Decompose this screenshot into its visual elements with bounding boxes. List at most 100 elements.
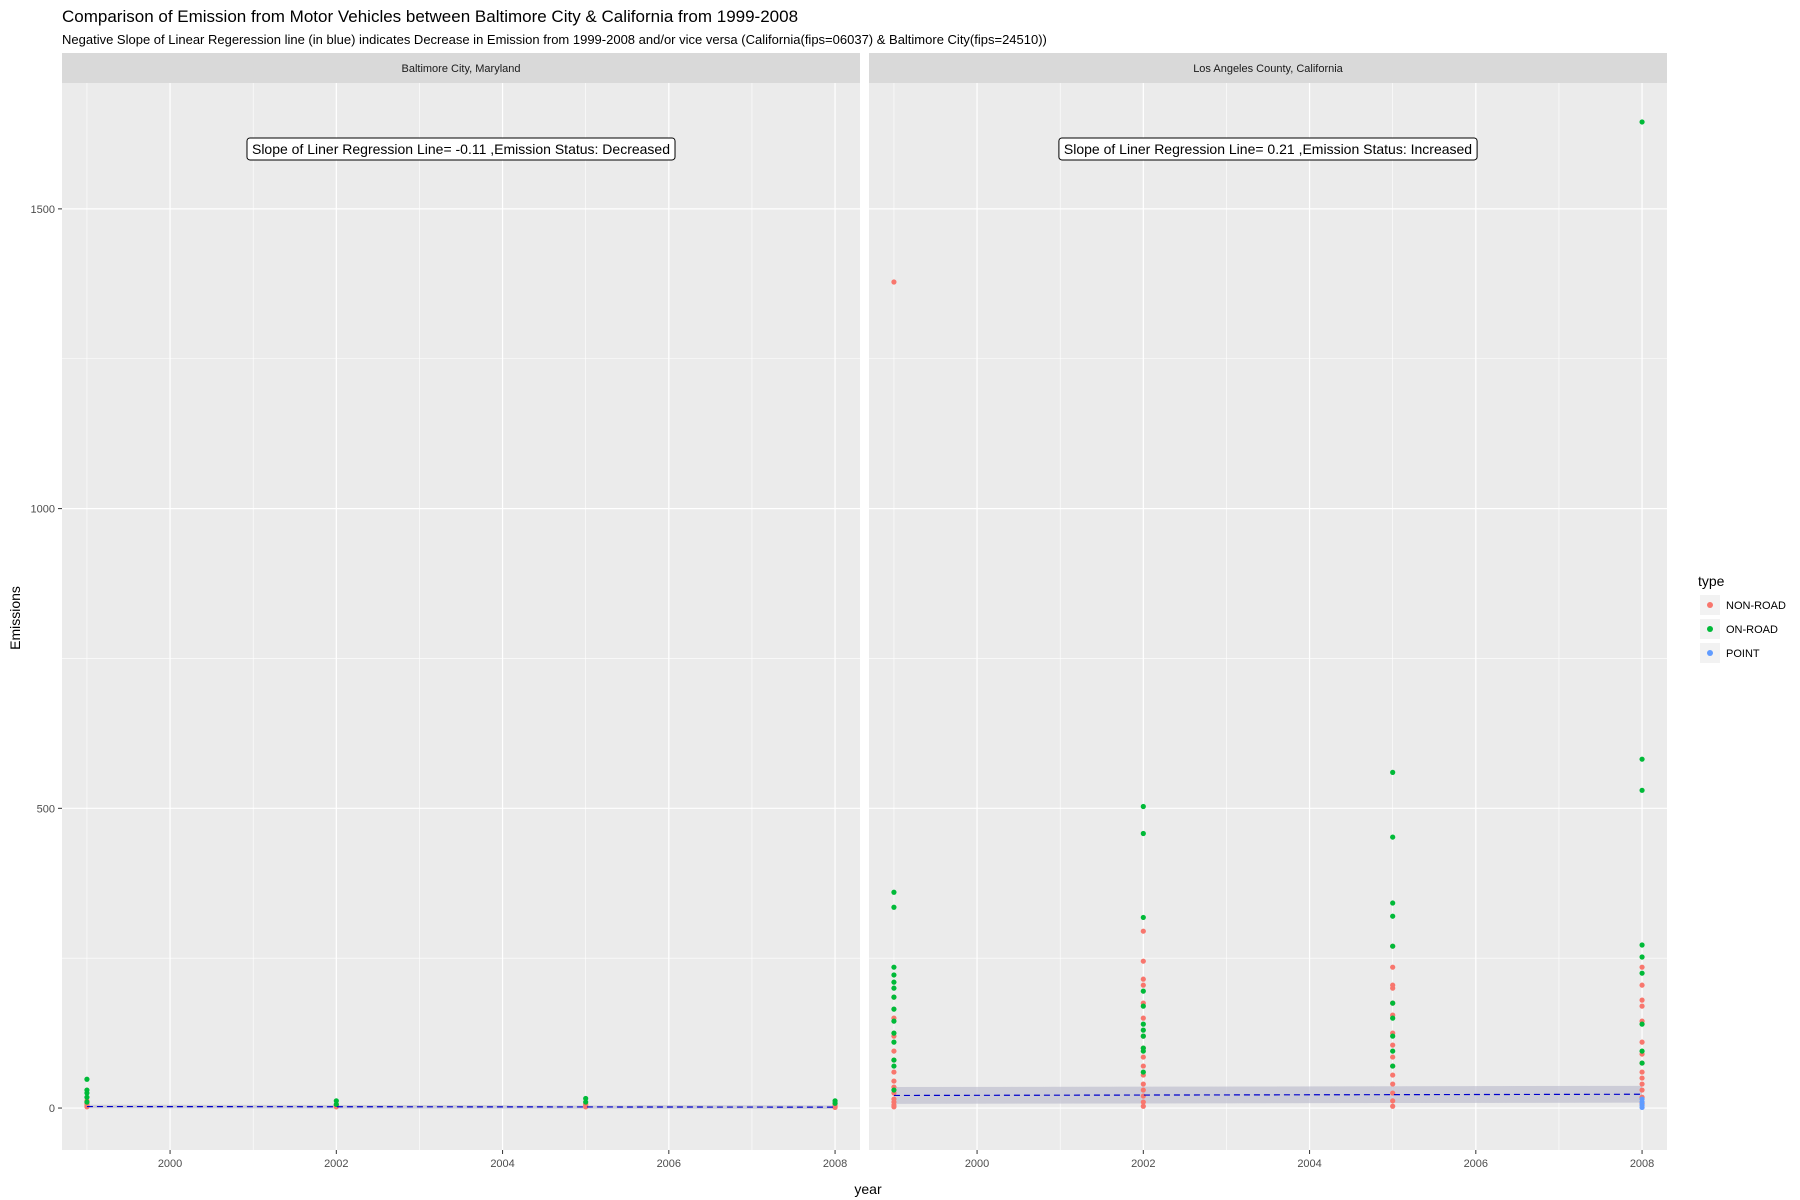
data-point-non-road <box>1390 1098 1396 1104</box>
data-point-non-road <box>1140 1099 1146 1105</box>
legend-title: type <box>1698 573 1725 589</box>
data-point-non-road <box>1140 1081 1146 1087</box>
data-point-point <box>1639 1096 1645 1102</box>
chart-title: Comparison of Emission from Motor Vehicl… <box>62 7 798 26</box>
data-point-on-road <box>891 979 897 985</box>
data-point-non-road <box>1639 982 1645 988</box>
data-point-on-road <box>891 1039 897 1045</box>
data-point-non-road <box>1140 1103 1146 1109</box>
x-tick-label: 2006 <box>657 1158 681 1170</box>
data-point-on-road <box>1639 954 1645 960</box>
data-point-non-road <box>1390 1103 1396 1109</box>
data-point-on-road <box>1639 1021 1645 1027</box>
data-point-non-road <box>832 1104 838 1111</box>
data-point-on-road <box>1639 756 1645 762</box>
regression-annotation: Slope of Liner Regression Line= -0.11 ,E… <box>252 141 670 157</box>
legend-items: NON-ROAD ON-ROAD POINT <box>1700 595 1786 663</box>
data-point-on-road <box>1140 1021 1146 1027</box>
legend-key-non-road <box>1707 602 1713 608</box>
data-point-on-road <box>1140 988 1146 994</box>
data-point-on-road <box>891 964 897 970</box>
data-point-on-road <box>891 1087 897 1093</box>
data-point-on-road <box>891 1018 897 1024</box>
x-tick-label: 2004 <box>1297 1158 1321 1170</box>
y-tick-label: 1000 <box>31 504 55 516</box>
data-point-non-road <box>891 1069 897 1075</box>
data-point-on-road <box>1390 834 1396 840</box>
data-point-on-road <box>1140 1069 1146 1075</box>
data-point-non-road <box>1639 1087 1645 1093</box>
data-point-non-road <box>1639 1069 1645 1075</box>
facet-strip-label: Baltimore City, Maryland <box>402 63 521 75</box>
data-point-on-road <box>891 994 897 1000</box>
data-point-non-road <box>891 279 897 285</box>
data-point-on-road <box>333 1101 339 1108</box>
data-point-non-road <box>891 1078 897 1084</box>
data-point-on-road <box>1639 970 1645 976</box>
data-point-non-road <box>1140 1015 1146 1021</box>
data-point-on-road <box>1390 1063 1396 1069</box>
data-point-non-road <box>1639 1081 1645 1087</box>
data-point-on-road <box>1140 914 1146 921</box>
data-point-on-road <box>1639 942 1645 948</box>
data-point-on-road <box>1390 1015 1396 1021</box>
data-point-on-road <box>891 1057 897 1063</box>
x-tick-label: 2002 <box>1131 1158 1155 1170</box>
data-point-on-road <box>891 1030 897 1036</box>
y-axis-title: Emissions <box>7 586 23 650</box>
data-point-on-road <box>891 889 897 895</box>
data-point-on-road <box>1140 803 1146 810</box>
x-tick-label: 2008 <box>823 1158 847 1170</box>
data-point-non-road <box>1390 1042 1396 1048</box>
facet-strip <box>869 53 1667 83</box>
data-point-non-road <box>1390 1072 1396 1078</box>
data-point-non-road <box>1390 964 1396 970</box>
legend-key-point <box>1707 650 1713 656</box>
data-point-non-road <box>1639 1075 1645 1081</box>
y-tick-label: 0 <box>49 1103 55 1115</box>
legend-label: ON-ROAD <box>1726 624 1778 636</box>
data-point-on-road <box>891 985 897 991</box>
data-point-on-road <box>84 1094 90 1100</box>
data-point-on-road <box>84 1090 90 1096</box>
data-point-on-road <box>1639 1048 1645 1054</box>
data-point-on-road <box>891 904 897 910</box>
panel-background <box>62 83 860 1150</box>
facet-panels: Baltimore City, Maryland 2000 2002 2004 2006… <box>31 53 1667 1170</box>
data-point-non-road <box>1140 982 1146 988</box>
panel-background <box>869 83 1667 1150</box>
data-point-non-road <box>1639 997 1645 1003</box>
x-tick-label: 2000 <box>158 1158 182 1170</box>
regression-line <box>86 1105 836 1108</box>
data-point-non-road <box>1390 1054 1396 1060</box>
data-point-on-road <box>1140 1003 1146 1009</box>
data-point-on-road <box>891 972 897 978</box>
annotation-box <box>1058 137 1478 161</box>
data-point-on-road <box>1639 119 1645 125</box>
data-point-on-road <box>1140 1048 1146 1054</box>
x-tick-label: 2002 <box>324 1158 348 1170</box>
data-point-on-road <box>1639 1060 1645 1066</box>
facet-panel: Baltimore City, Maryland 2000 2002 2004 2006… <box>31 53 860 1170</box>
data-point-on-road <box>832 1100 838 1106</box>
x-tick-label: 2000 <box>965 1158 989 1170</box>
data-point-non-road <box>1140 1093 1146 1099</box>
data-point-on-road <box>583 1095 589 1102</box>
data-point-on-road <box>1390 1033 1396 1039</box>
y-tick-label: 500 <box>37 803 55 815</box>
data-point-on-road <box>1639 787 1645 793</box>
facet-strip <box>62 53 860 83</box>
x-tick-label: 2006 <box>1464 1158 1488 1170</box>
data-point-non-road <box>1639 1039 1645 1045</box>
legend-key-on-road <box>1707 626 1713 632</box>
data-point-on-road <box>84 1099 90 1105</box>
data-point-on-road <box>1390 769 1396 775</box>
data-point-non-road <box>1140 1054 1146 1060</box>
regression-annotation: Slope of Liner Regression Line= 0.21 ,Em… <box>1064 141 1472 157</box>
data-point-non-road <box>1390 985 1396 991</box>
data-point-non-road <box>583 1104 589 1110</box>
data-point-non-road <box>1140 1063 1146 1069</box>
data-point-non-road <box>891 1048 897 1054</box>
legend: type NON-ROAD ON-ROAD POINT <box>1698 573 1786 663</box>
